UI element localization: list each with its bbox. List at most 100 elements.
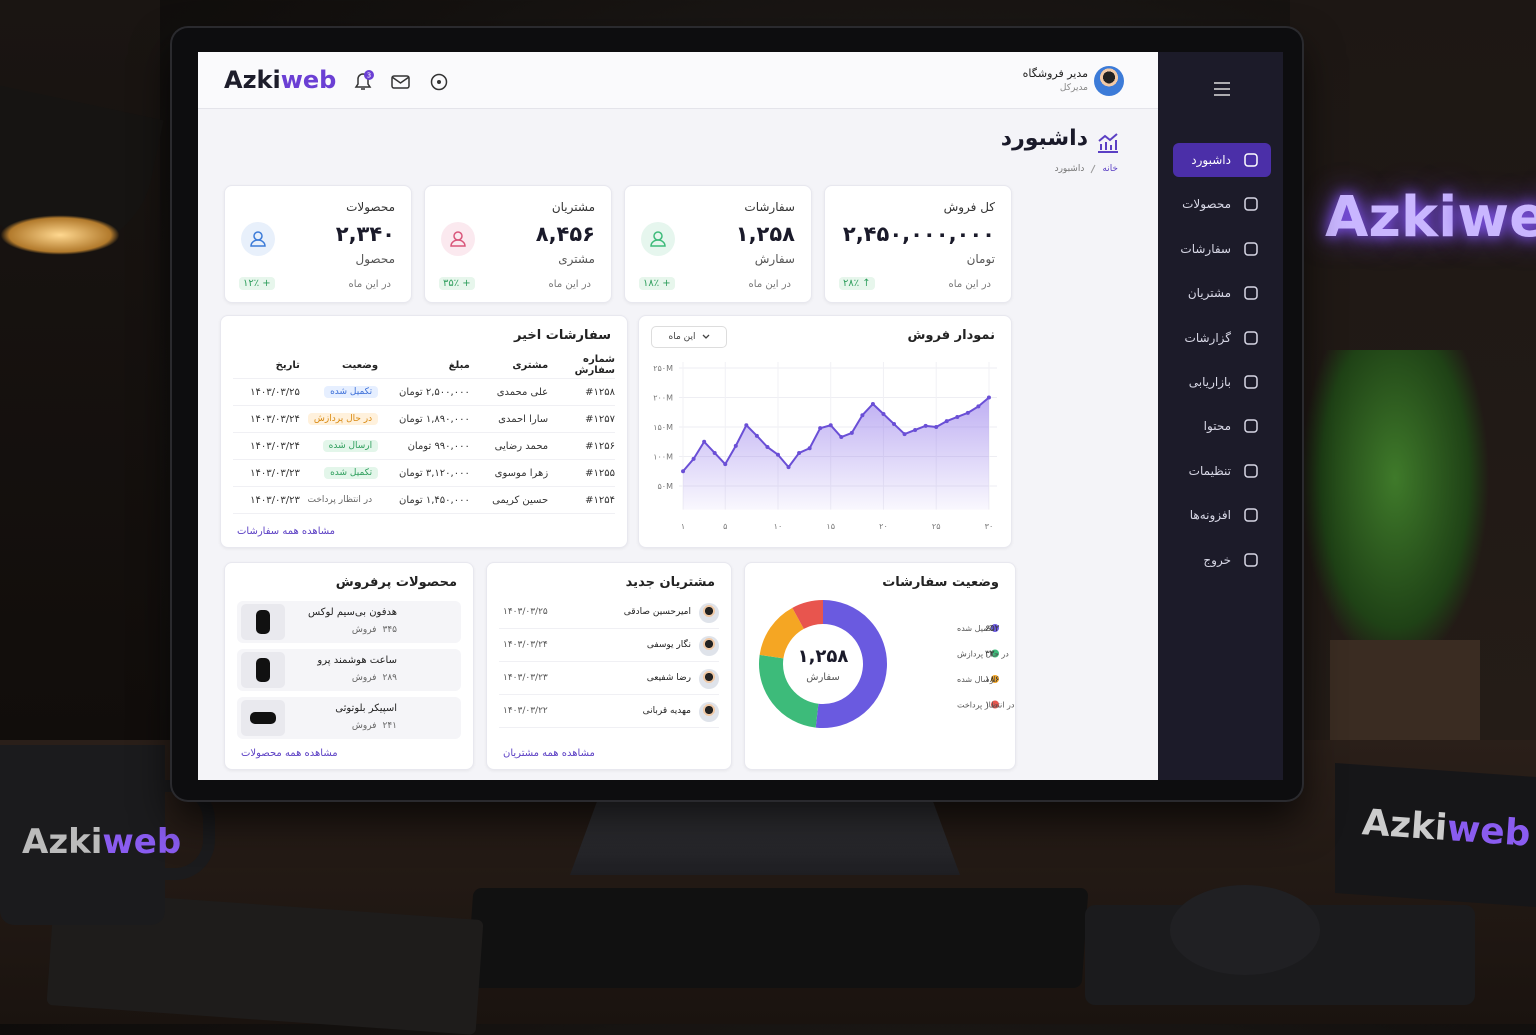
mug-logo: Azkiweb — [22, 822, 181, 862]
top-products-card: محصولات پرفروش مشاهده همه محصولات هدفون … — [224, 562, 474, 770]
nav-item[interactable]: مشتریان — [1173, 276, 1271, 310]
point — [913, 427, 918, 432]
kpi-icon — [241, 222, 275, 256]
card-title: سفارشات اخیر — [514, 328, 611, 343]
order-cell: ارسال شده — [300, 440, 379, 452]
order-cell: سارا احمدی — [498, 413, 549, 425]
nav-item[interactable]: تنظیمات — [1173, 454, 1271, 488]
nav-item[interactable]: سفارشات — [1173, 232, 1271, 266]
dropdown-label: این ماه — [668, 332, 696, 342]
customer-name: رضا شفیعی — [646, 673, 691, 683]
point — [775, 452, 780, 457]
donut-unit: سفارش — [806, 672, 840, 683]
main-area: Azkiweb 3 مدیر فروشگاه مدیرکل داشبورد خا… — [198, 52, 1158, 780]
nav-item[interactable]: محتوا — [1173, 409, 1271, 443]
nav-item[interactable]: خروج — [1173, 543, 1271, 577]
point — [955, 414, 960, 419]
chart-card: نمودار فروش این ماه ۲۵۰M ۲۰۰M ۱۵۰M ۱۰۰M ۵۰M ۱… — [638, 315, 1012, 548]
mail-icon[interactable] — [391, 75, 410, 89]
customer-name: نگار یوسفی — [646, 640, 691, 650]
user-name: مدیر فروشگاه — [1022, 67, 1088, 80]
legend-value: ۱۸۶ — [985, 675, 1000, 685]
order-cell: در انتظار پرداخت — [300, 494, 378, 506]
nav-icon — [1244, 508, 1258, 522]
column-header: مشتری — [512, 359, 549, 371]
product-sales: ۲۸۹ فروش — [352, 673, 397, 683]
nav-item[interactable]: افزونه‌ها — [1173, 498, 1271, 532]
kpi-value: ۲,۳۴۰ — [335, 222, 395, 246]
column-header: تاریخ — [275, 359, 300, 371]
kpi-value: ۱,۲۵۸ — [735, 222, 795, 246]
period-dropdown[interactable]: این ماه — [651, 326, 727, 348]
kpi-title: مشتریان — [551, 200, 595, 214]
product-name: هدفون بی‌سیم لوکس — [307, 607, 397, 618]
user-role: مدیرکل — [1059, 83, 1088, 93]
nav-item[interactable]: گزارشات — [1173, 321, 1271, 355]
x-tick-label: ۵ — [723, 522, 727, 531]
donut-total: ۱,۲۵۸ — [798, 646, 849, 667]
y-tick-label: ۲۵۰M — [653, 364, 673, 373]
nav-item[interactable]: داشبورد — [1173, 143, 1271, 177]
kpi-glyph — [250, 231, 266, 247]
sales-count: ۳۴۵ — [382, 625, 397, 635]
product-name: ساعت هوشمند پرو — [317, 655, 397, 666]
point — [881, 412, 886, 417]
order-cell: تکمیل شده — [300, 386, 379, 398]
user[interactable]: مدیر فروشگاه مدیرکل — [1023, 67, 1088, 93]
order-cell: #۱۲۵۷ — [585, 413, 615, 425]
kpi-icon — [641, 222, 675, 256]
logo-a: Azki — [224, 66, 281, 94]
nav-item[interactable]: محصولات — [1173, 187, 1271, 221]
point — [733, 443, 738, 448]
point — [870, 401, 875, 406]
plant — [1300, 350, 1490, 670]
header-icons: 3 — [354, 70, 448, 91]
card-title: نمودار فروش — [907, 328, 995, 343]
nav-icon — [1244, 197, 1258, 212]
customer-date: ۱۴۰۳/۰۳/۲۲ — [503, 706, 548, 716]
view-all-link[interactable]: مشاهده همه محصولات — [241, 748, 338, 759]
menu-button[interactable] — [1213, 82, 1231, 96]
chat-icon[interactable] — [430, 73, 448, 91]
point — [754, 433, 759, 438]
order-cell: محمد رضایی — [494, 440, 549, 452]
donut-slice — [759, 607, 805, 659]
point — [807, 446, 812, 451]
order-row: #۱۲۵۶ محمد رضایی ۹۹۰,۰۰۰ تومان ارسال شده ۱۴۰… — [233, 433, 615, 460]
mug — [0, 745, 165, 925]
x-tick-label: ۲۰ — [879, 522, 888, 531]
kpi-change: + ۱۲٪ — [239, 277, 275, 290]
kpi-change: ↑ ۲۸٪ — [839, 277, 875, 290]
crumb[interactable]: خانه — [1102, 164, 1118, 174]
order-cell: ۳,۱۲۰,۰۰۰ تومان — [399, 467, 470, 479]
point — [681, 469, 686, 474]
legend-value: ۱۰۰ — [985, 701, 1000, 711]
kpi-card: سفارشات ۱,۲۵۸ سفارش در این ماه + ۱۸٪ — [624, 185, 812, 303]
nav-item[interactable]: بازاریابی — [1173, 365, 1271, 399]
kpi-glyph — [450, 231, 466, 247]
wall-sign-b: web — [1457, 185, 1536, 250]
kpi-period: در این ماه — [548, 279, 591, 290]
title-icon — [1098, 133, 1118, 153]
avatar[interactable] — [1094, 66, 1124, 96]
legend-dot — [991, 675, 999, 683]
customer-date: ۱۴۰۳/۰۳/۲۳ — [503, 673, 548, 683]
bell-icon[interactable] — [354, 73, 372, 90]
nav-label: خروج — [1203, 552, 1231, 567]
view-all-link[interactable]: مشاهده همه مشتریان — [503, 748, 595, 759]
column-header: وضعیت — [341, 359, 379, 371]
sales-count: ۲۴۱ — [382, 721, 397, 731]
donut-slice — [792, 600, 824, 630]
orders-card: سفارشات اخیر مشاهده همه سفارشات شماره سف… — [220, 315, 628, 548]
area-fill — [683, 397, 989, 510]
order-row: #۱۲۵۷ سارا احمدی ۱,۸۹۰,۰۰۰ تومان در حال پرد… — [233, 406, 615, 433]
legend-dot — [991, 649, 999, 658]
logo[interactable]: Azkiweb — [224, 66, 336, 94]
view-all-link[interactable]: مشاهده همه سفارشات — [237, 526, 336, 537]
product-image — [241, 700, 285, 736]
order-row: #۱۲۵۸ علی محمدی ۲,۵۰۰,۰۰۰ تومان تکمیل شده ۱۴… — [233, 379, 615, 406]
customers-card: مشتریان جدید مشاهده همه مشتریان امیرحسین… — [486, 562, 732, 770]
kpi-value: ۸,۴۵۶ — [535, 222, 595, 246]
